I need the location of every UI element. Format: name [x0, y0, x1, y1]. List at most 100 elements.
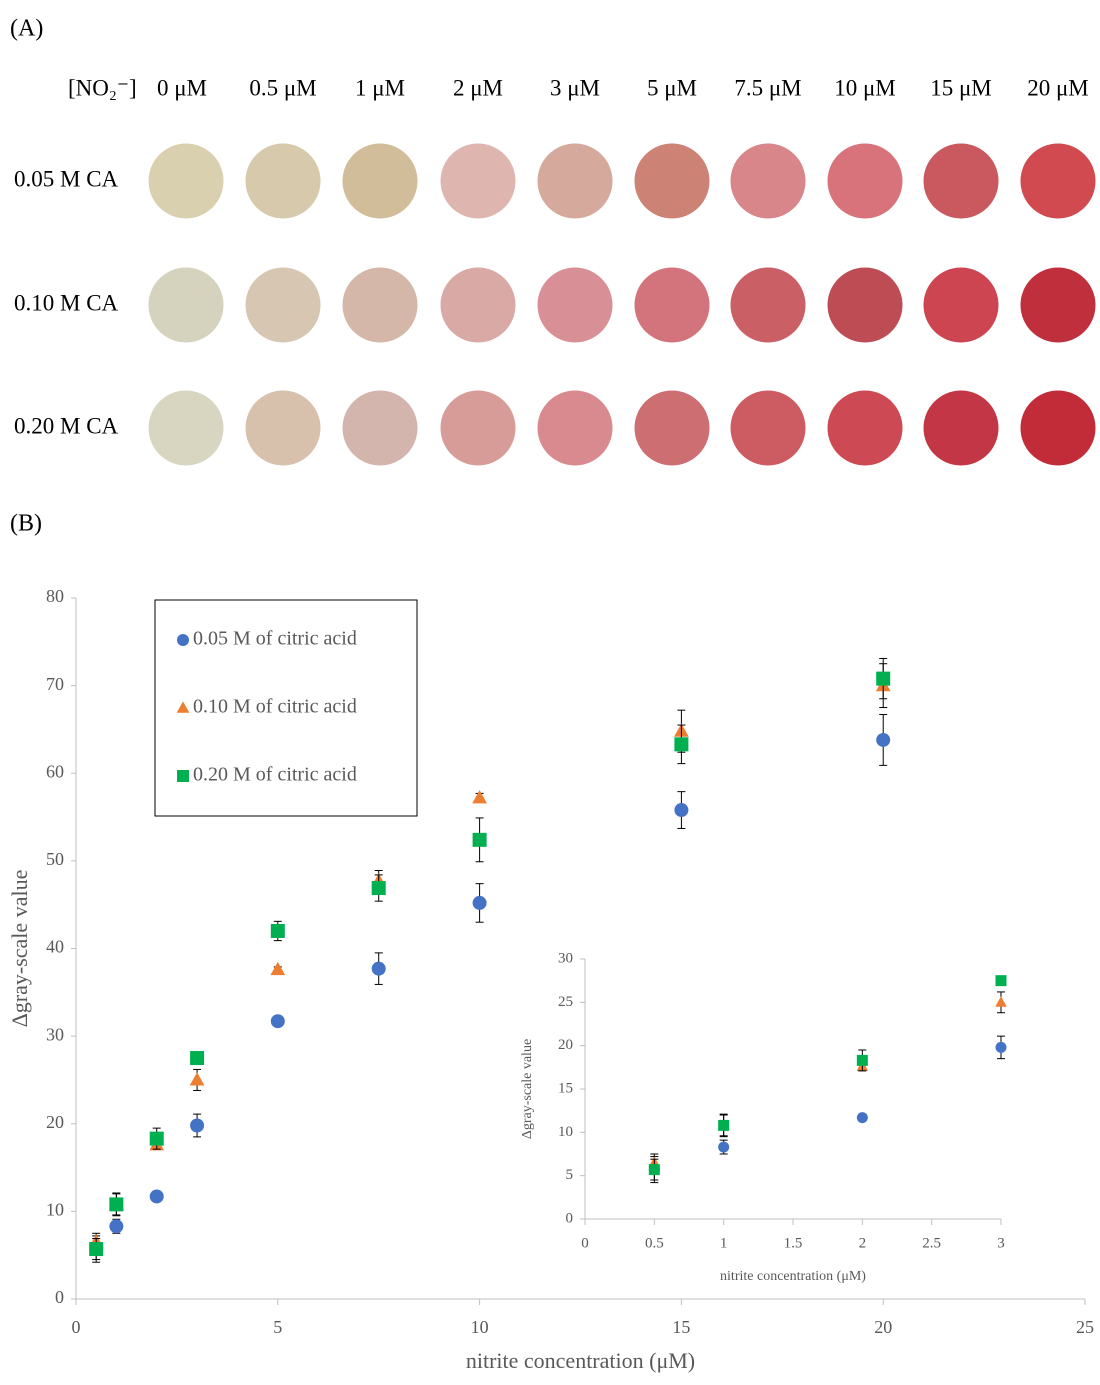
data-point: [472, 832, 487, 847]
concentration-label: 10 μM: [834, 75, 896, 100]
y-tick-label: 10: [558, 1124, 573, 1140]
data-point: [648, 1164, 660, 1176]
x-tick-label: 3: [997, 1235, 1005, 1251]
sample-spot: [440, 267, 516, 343]
y-tick-label: 0: [55, 1287, 64, 1307]
sample-spot: [1020, 267, 1096, 343]
y-tick-label: 20: [558, 1037, 573, 1053]
concentration-label: 7.5 μM: [734, 75, 801, 100]
header-label: [NO₂⁻]: [68, 75, 137, 100]
data-point: [190, 1051, 205, 1066]
data-point: [674, 737, 689, 752]
sample-spot: [1020, 390, 1096, 466]
concentration-label: 15 μM: [930, 75, 992, 100]
data-point: [718, 1119, 730, 1131]
sample-spot: [730, 390, 806, 466]
sample-spot: [440, 390, 516, 466]
sample-spot: [827, 267, 903, 343]
x-tick-label: 2.5: [922, 1235, 941, 1251]
y-tick-label: 30: [46, 1024, 64, 1044]
legend-box: [154, 599, 418, 817]
y-tick-label: 60: [46, 761, 64, 781]
x-tick-label: 1.5: [784, 1235, 803, 1251]
x-tick-label: 10: [471, 1317, 489, 1337]
data-point: [270, 1014, 285, 1029]
sample-spot: [923, 143, 999, 219]
data-point: [371, 881, 386, 896]
data-point: [856, 1054, 868, 1066]
data-point: [995, 1041, 1007, 1053]
data-point: [177, 634, 189, 646]
data-point: [856, 1112, 868, 1124]
data-point: [995, 996, 1007, 1007]
y-tick-label: 10: [46, 1200, 64, 1220]
y-tick-label: 80: [46, 586, 64, 606]
data-point: [718, 1141, 730, 1153]
x-axis-label: nitrite concentration (μM): [466, 1348, 695, 1373]
sample-spot: [923, 390, 999, 466]
row-label: 0.05 M CA: [14, 166, 119, 191]
sample-spot: [148, 267, 224, 343]
legend-label: 0.20 M of citric acid: [193, 764, 357, 786]
sample-spot: [1020, 143, 1096, 219]
sample-spot: [148, 143, 224, 219]
data-point: [472, 895, 487, 910]
concentration-label: 20 μM: [1027, 75, 1089, 100]
x-tick-label: 0: [72, 1317, 81, 1337]
sample-spot: [537, 143, 613, 219]
sample-spot: [342, 390, 418, 466]
concentration-label: 0 μM: [157, 75, 207, 100]
data-point: [176, 701, 190, 713]
x-tick-label: 0.5: [645, 1235, 664, 1251]
legend-label: 0.05 M of citric acid: [193, 628, 357, 650]
data-point: [371, 961, 386, 976]
x-tick-label: 20: [874, 1317, 892, 1337]
sample-spot: [634, 143, 710, 219]
x-tick-label: 0: [581, 1235, 589, 1251]
data-point: [190, 1118, 205, 1133]
inset-background: [515, 944, 1021, 1284]
x-tick-label: 2: [859, 1235, 867, 1251]
row-label: 0.10 M CA: [14, 290, 119, 315]
x-tick-label: 1: [720, 1235, 728, 1251]
sample-spot: [342, 267, 418, 343]
sample-spot: [537, 267, 613, 343]
sample-spot: [245, 267, 321, 343]
sample-spot: [923, 267, 999, 343]
data-point: [674, 803, 689, 818]
sample-spot: [440, 143, 516, 219]
y-tick-label: 30: [558, 950, 573, 966]
data-point: [149, 1189, 164, 1204]
sample-spot: [245, 143, 321, 219]
x-tick-label: 15: [672, 1317, 690, 1337]
x-tick-label: 25: [1076, 1317, 1094, 1337]
data-point: [109, 1197, 124, 1212]
data-point: [89, 1242, 104, 1257]
y-tick-label: 70: [46, 674, 64, 694]
data-point: [149, 1131, 164, 1146]
sample-spot: [730, 143, 806, 219]
data-point: [876, 732, 891, 747]
y-tick-label: 15: [558, 1080, 573, 1096]
x-tick-label: 5: [273, 1317, 282, 1337]
concentration-label: 1 μM: [355, 75, 405, 100]
data-point: [109, 1219, 124, 1234]
data-point: [270, 961, 286, 976]
data-point: [270, 923, 285, 938]
concentration-label: 3 μM: [550, 75, 600, 100]
sample-spot: [342, 143, 418, 219]
x-axis-label: nitrite concentration (μM): [720, 1269, 866, 1284]
y-axis-label: Δgray-scale value: [7, 870, 32, 1028]
sample-spot: [730, 267, 806, 343]
concentration-label: 5 μM: [647, 75, 697, 100]
concentration-label: 2 μM: [453, 75, 503, 100]
panel-label: (B): [10, 511, 42, 537]
y-axis-label: Δgray-scale value: [520, 1039, 535, 1139]
concentration-label: 0.5 μM: [249, 75, 316, 100]
sample-spot: [148, 390, 224, 466]
row-label: 0.20 M CA: [14, 413, 119, 438]
sample-spot: [634, 267, 710, 343]
data-point: [876, 671, 891, 686]
sample-spot: [537, 390, 613, 466]
